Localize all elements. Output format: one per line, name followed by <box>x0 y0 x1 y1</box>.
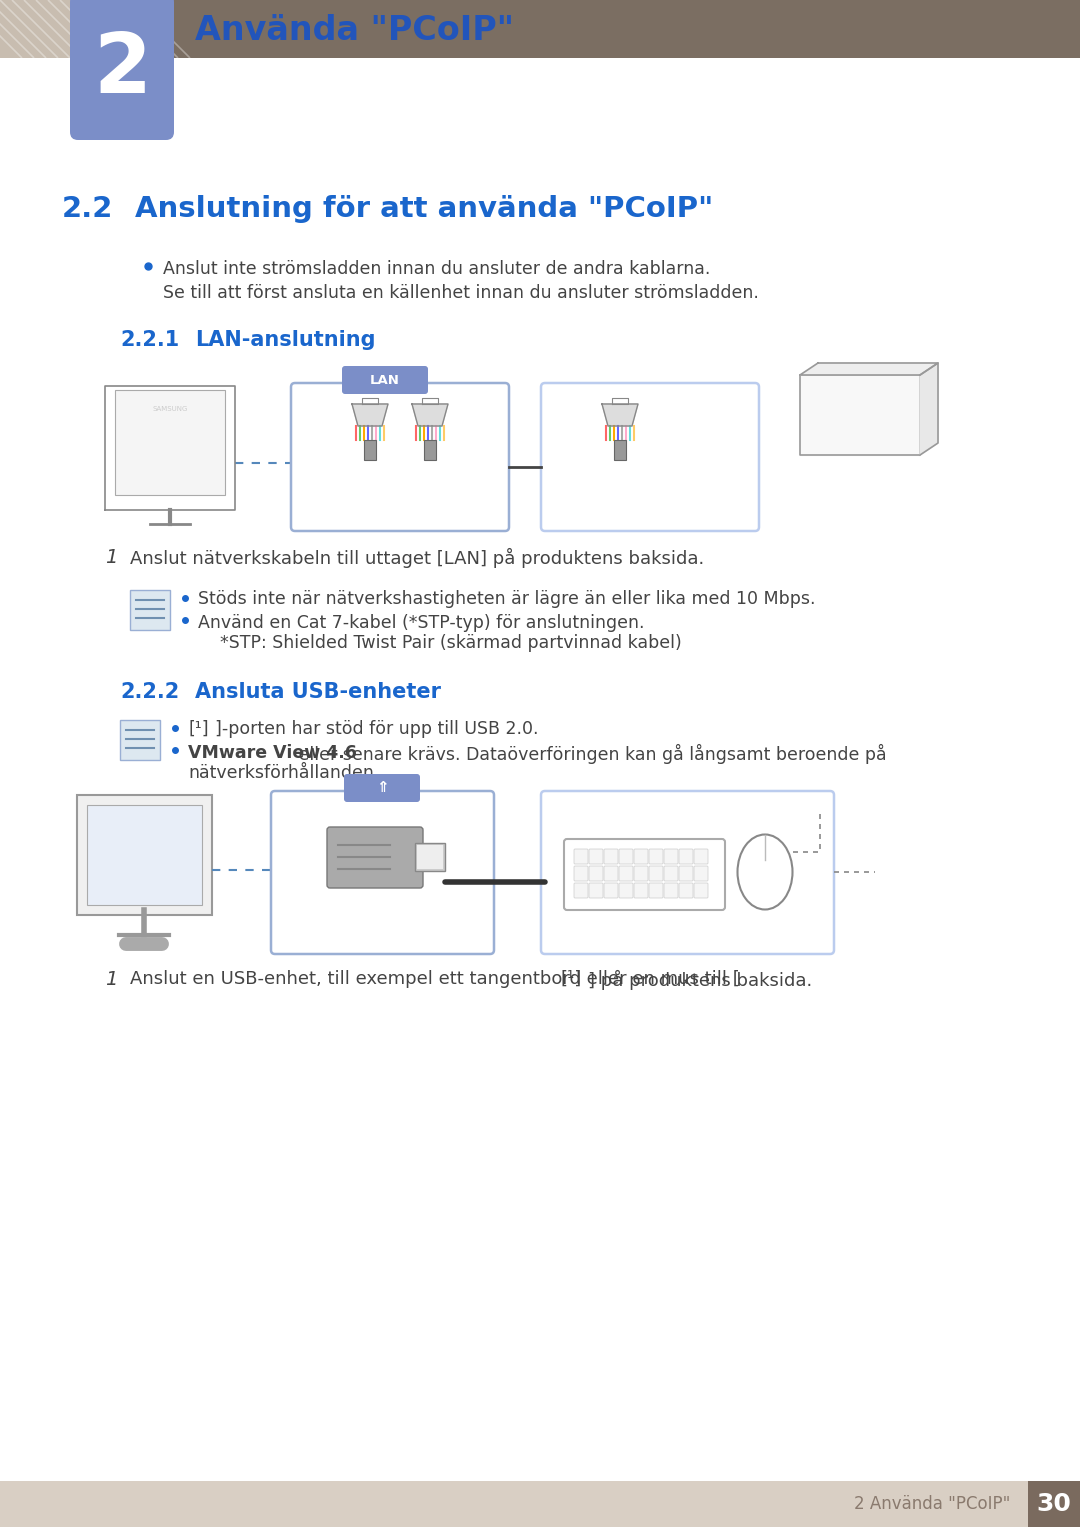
Text: *STP: Shielded Twist Pair (skärmad partvinnad kabel): *STP: Shielded Twist Pair (skärmad partv… <box>198 634 681 652</box>
FancyBboxPatch shape <box>694 849 708 864</box>
FancyBboxPatch shape <box>564 838 725 910</box>
FancyBboxPatch shape <box>679 866 693 881</box>
Polygon shape <box>800 363 939 376</box>
Text: [¹]: [¹] <box>188 721 208 738</box>
FancyBboxPatch shape <box>573 883 588 898</box>
Bar <box>364 440 376 460</box>
Text: LAN-anslutning: LAN-anslutning <box>195 330 376 350</box>
Text: 1: 1 <box>105 970 118 989</box>
Text: ]-porten har stöd för upp till USB 2.0.: ]-porten har stöd för upp till USB 2.0. <box>215 721 539 738</box>
Text: Stöds inte när nätverkshastigheten är lägre än eller lika med 10 Mbps.: Stöds inte när nätverkshastigheten är lä… <box>198 589 815 608</box>
Polygon shape <box>352 405 388 426</box>
Bar <box>615 440 626 460</box>
Text: eller senare krävs. Dataöverföringen kan gå långsamt beroende på: eller senare krävs. Dataöverföringen kan… <box>293 744 887 764</box>
Bar <box>120 721 160 760</box>
Bar <box>0 1481 1080 1527</box>
FancyBboxPatch shape <box>70 0 174 140</box>
Text: SAMSUNG: SAMSUNG <box>152 406 188 412</box>
FancyBboxPatch shape <box>271 791 494 954</box>
FancyBboxPatch shape <box>604 883 618 898</box>
FancyBboxPatch shape <box>327 828 423 889</box>
Text: nätverksförhållanden.: nätverksförhållanden. <box>188 764 379 782</box>
Polygon shape <box>411 405 448 426</box>
Bar <box>130 589 170 631</box>
FancyBboxPatch shape <box>634 849 648 864</box>
Text: 2.2.2: 2.2.2 <box>120 683 179 702</box>
FancyBboxPatch shape <box>619 883 633 898</box>
FancyBboxPatch shape <box>604 866 618 881</box>
FancyBboxPatch shape <box>573 866 588 881</box>
Text: Använda "PCoIP": Använda "PCoIP" <box>195 14 514 47</box>
FancyBboxPatch shape <box>664 883 678 898</box>
FancyBboxPatch shape <box>573 849 588 864</box>
Text: Anslut inte strömsladden innan du ansluter de andra kablarna.: Anslut inte strömsladden innan du anslut… <box>163 260 711 278</box>
Text: Anslut en USB-enhet, till exempel ett tangentbord eller en mus till [: Anslut en USB-enhet, till exempel ett ta… <box>130 970 740 988</box>
Bar <box>0 0 1080 58</box>
FancyBboxPatch shape <box>604 849 618 864</box>
Text: ⇑: ⇑ <box>376 780 389 796</box>
Text: 30: 30 <box>1037 1492 1071 1516</box>
Bar <box>415 843 445 870</box>
FancyBboxPatch shape <box>345 774 420 802</box>
Text: 2 Använda "PCoIP": 2 Använda "PCoIP" <box>853 1495 1010 1513</box>
FancyBboxPatch shape <box>649 866 663 881</box>
Text: ] på produktens baksida.: ] på produktens baksida. <box>588 970 812 989</box>
Text: 2: 2 <box>93 29 151 110</box>
Bar <box>1028 1481 1080 1527</box>
Bar <box>417 844 443 869</box>
Bar <box>114 389 225 495</box>
Text: [¹]: [¹] <box>561 970 581 988</box>
FancyBboxPatch shape <box>541 791 834 954</box>
FancyBboxPatch shape <box>649 883 663 898</box>
FancyBboxPatch shape <box>291 383 509 531</box>
Text: Anslut nätverkskabeln till uttaget [LAN] på produktens baksida.: Anslut nätverkskabeln till uttaget [LAN]… <box>130 548 704 568</box>
FancyBboxPatch shape <box>649 849 663 864</box>
Text: LAN: LAN <box>370 374 400 386</box>
Text: 1: 1 <box>105 548 118 567</box>
Ellipse shape <box>738 834 793 910</box>
FancyBboxPatch shape <box>694 866 708 881</box>
Bar <box>424 440 436 460</box>
FancyBboxPatch shape <box>589 849 603 864</box>
Text: Se till att först ansluta en källenhet innan du ansluter strömsladden.: Se till att först ansluta en källenhet i… <box>163 284 759 302</box>
FancyBboxPatch shape <box>619 866 633 881</box>
FancyBboxPatch shape <box>619 849 633 864</box>
FancyBboxPatch shape <box>694 883 708 898</box>
Polygon shape <box>800 376 920 455</box>
Bar <box>0 0 95 58</box>
Bar <box>77 796 212 915</box>
FancyBboxPatch shape <box>634 883 648 898</box>
FancyBboxPatch shape <box>634 866 648 881</box>
Text: 2.2.1: 2.2.1 <box>120 330 179 350</box>
FancyBboxPatch shape <box>589 866 603 881</box>
FancyBboxPatch shape <box>541 383 759 531</box>
FancyBboxPatch shape <box>664 849 678 864</box>
FancyBboxPatch shape <box>664 866 678 881</box>
Text: Ansluta USB-enheter: Ansluta USB-enheter <box>195 683 441 702</box>
Bar <box>87 805 202 906</box>
FancyBboxPatch shape <box>679 883 693 898</box>
Polygon shape <box>602 405 638 426</box>
Text: Använd en Cat 7-kabel (*STP-typ) för anslutningen.: Använd en Cat 7-kabel (*STP-typ) för ans… <box>198 614 645 632</box>
Text: 2.2: 2.2 <box>62 195 113 223</box>
FancyBboxPatch shape <box>589 883 603 898</box>
FancyBboxPatch shape <box>679 849 693 864</box>
Text: Anslutning för att använda "PCoIP": Anslutning för att använda "PCoIP" <box>135 195 713 223</box>
FancyBboxPatch shape <box>342 366 428 394</box>
Text: VMware View 4.6: VMware View 4.6 <box>188 744 356 762</box>
Polygon shape <box>920 363 939 455</box>
